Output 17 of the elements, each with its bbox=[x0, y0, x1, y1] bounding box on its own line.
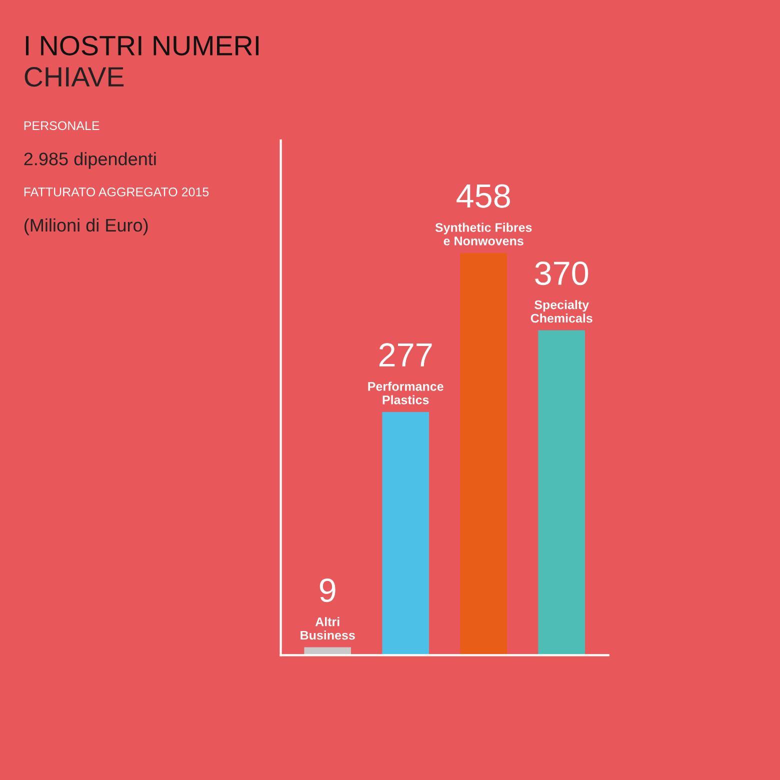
data-label: 9 bbox=[320, 578, 336, 602]
text: (Milioni di Euro) bbox=[24, 218, 148, 236]
bar bbox=[538, 330, 585, 656]
x-tick-label: Specialty Chemicals bbox=[530, 300, 592, 323]
bar bbox=[382, 412, 429, 656]
text: PERSONALE bbox=[24, 121, 100, 130]
x-tick-label: Altri Business bbox=[300, 617, 355, 640]
text: 2.985 dipendenti bbox=[24, 152, 156, 169]
text: FATTURATO AGGREGATO 2015 bbox=[24, 188, 209, 196]
x-tick-label: Performance Plastics bbox=[368, 382, 444, 404]
data-label: 458 bbox=[456, 184, 510, 208]
bar bbox=[460, 253, 507, 656]
x-tick-label: Synthetic Fibres e Nonwovens bbox=[435, 222, 532, 246]
data-label: 277 bbox=[379, 343, 432, 366]
chart-title: I NOSTRI NUMERI bbox=[26, 36, 258, 56]
data-label: 370 bbox=[535, 261, 588, 286]
chart-subtitle: CHIAVE bbox=[24, 67, 124, 87]
